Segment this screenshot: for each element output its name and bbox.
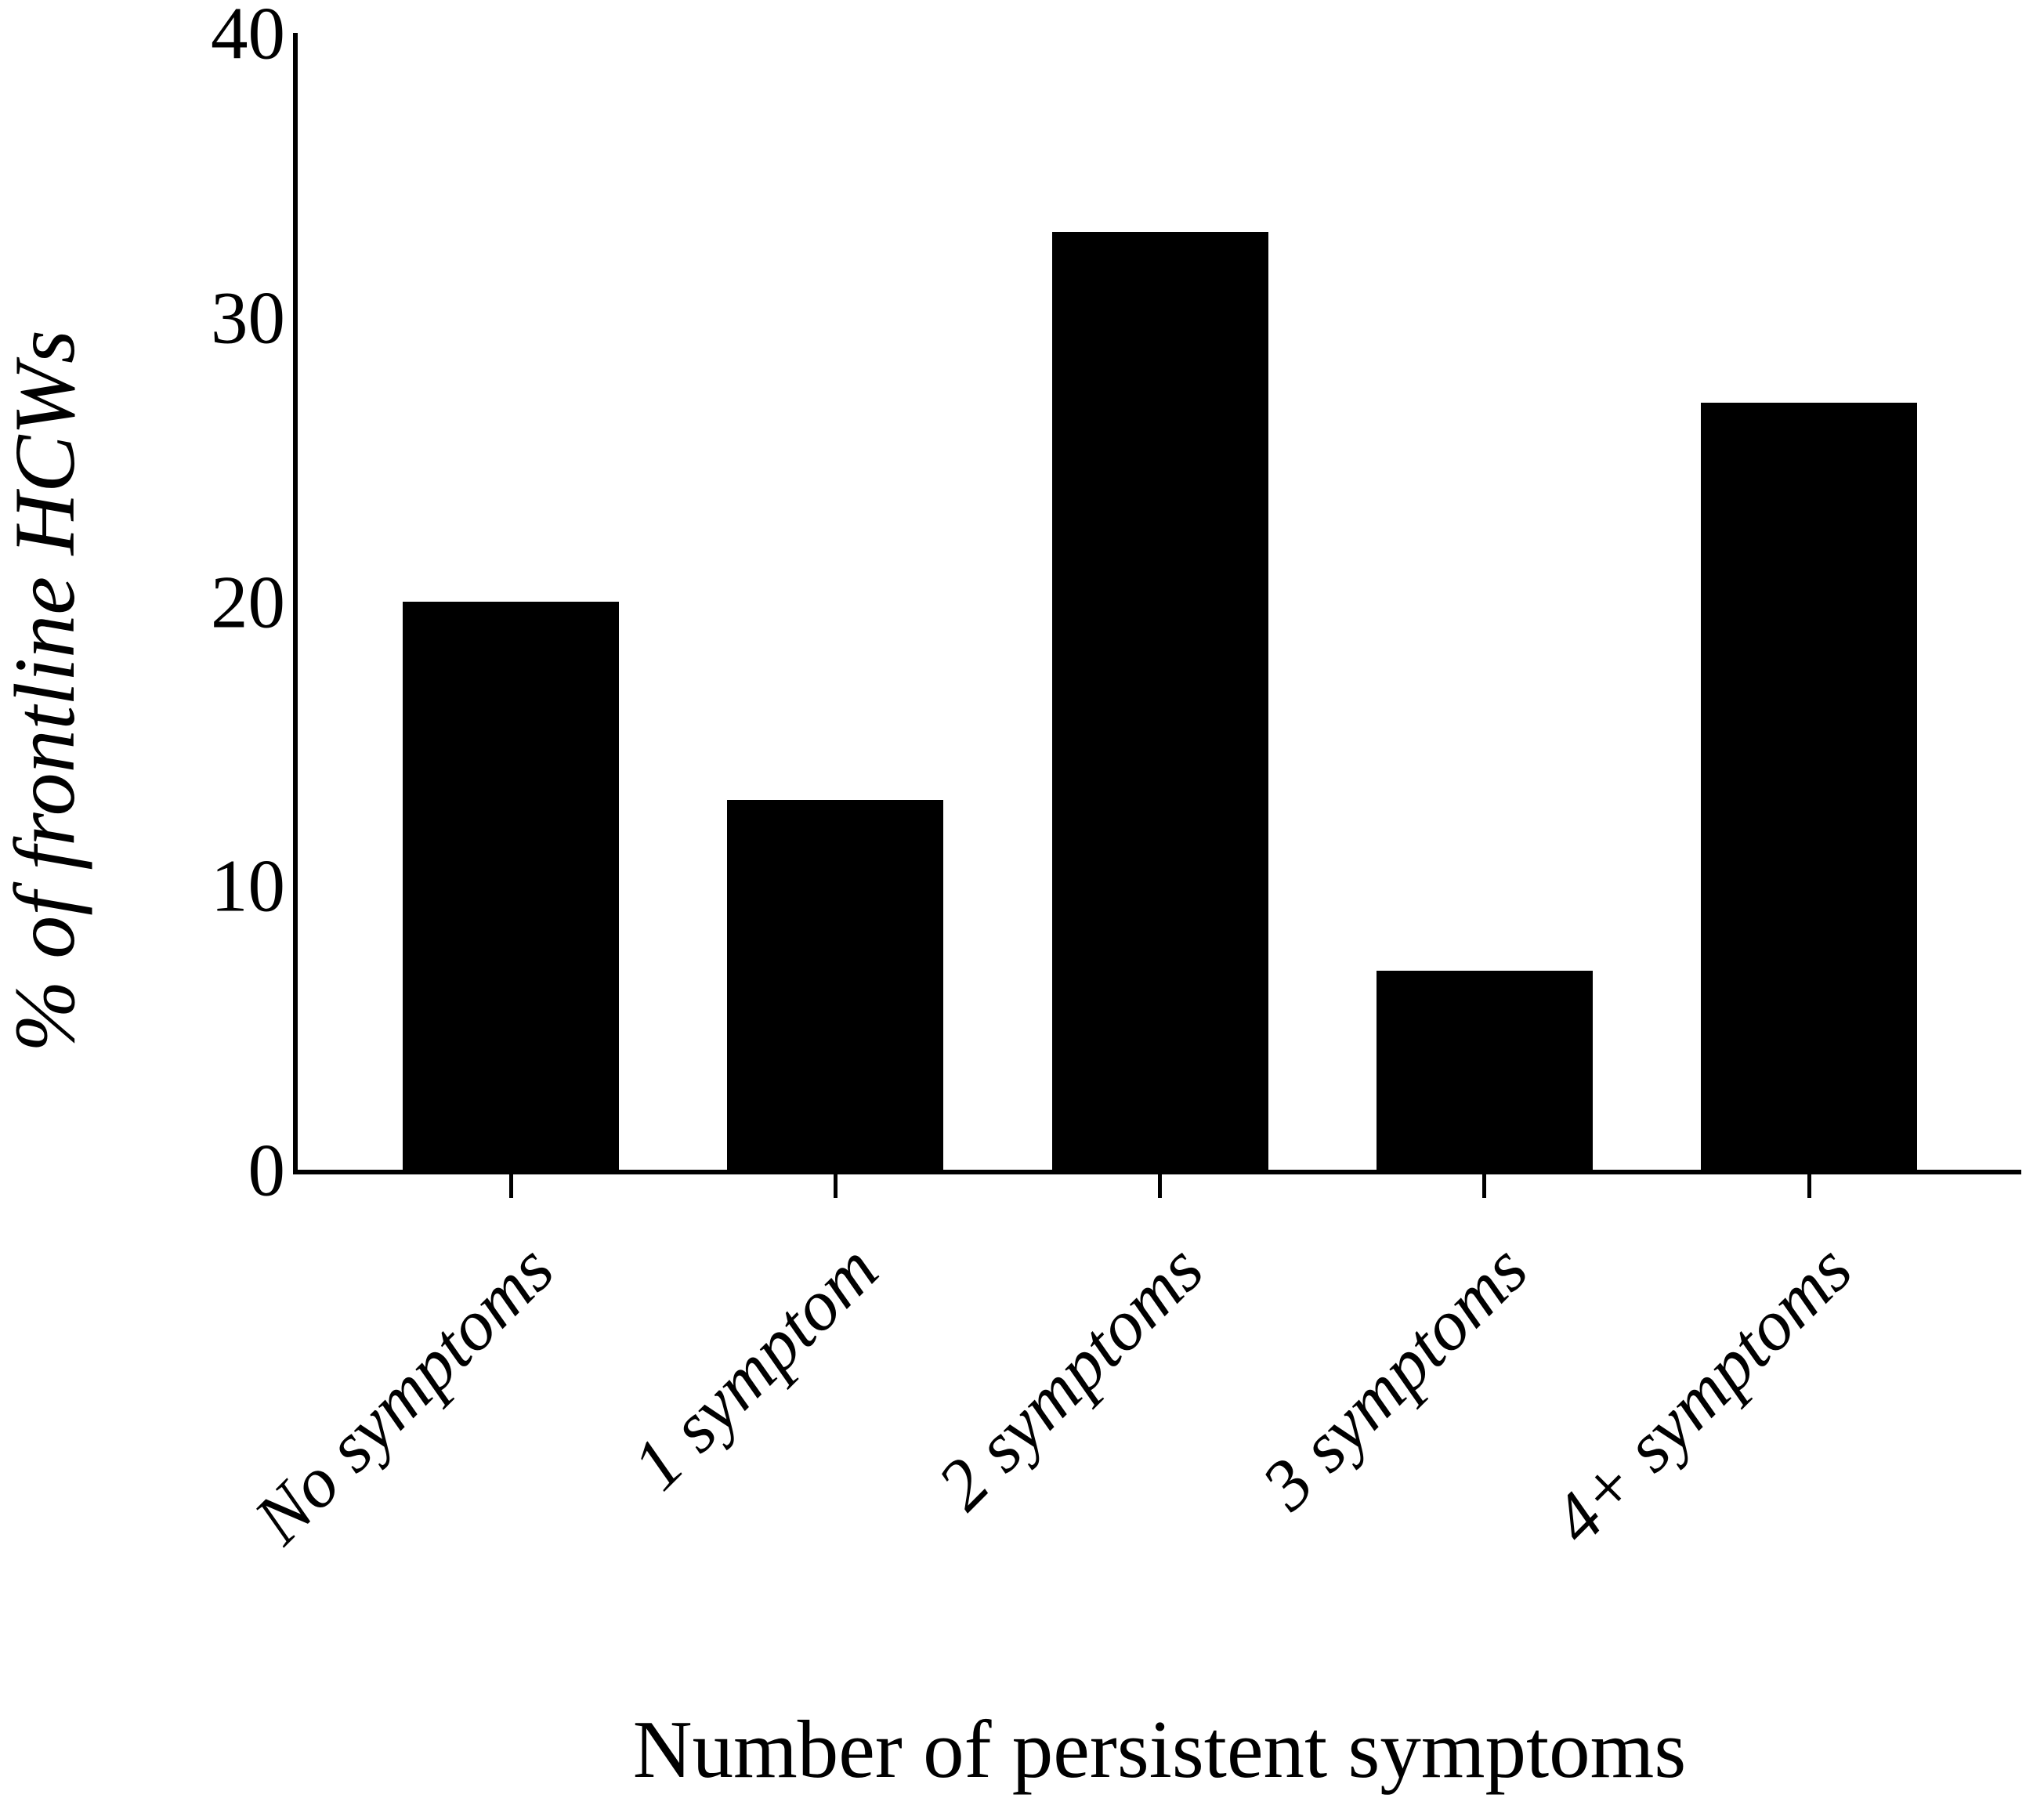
- y-axis-tick-label: 10: [211, 844, 285, 928]
- bar: [1701, 402, 1917, 1170]
- y-axis-tick-label: 40: [211, 0, 285, 75]
- x-axis-spine: [293, 1170, 2021, 1174]
- y-axis-title: % of frontline HCWs: [0, 330, 92, 1052]
- y-axis-tick-label: 20: [211, 560, 285, 644]
- x-axis-tick-mark: [833, 1174, 837, 1198]
- x-axis-tick-mark: [1482, 1174, 1487, 1198]
- y-axis-tick-label: 0: [248, 1128, 286, 1212]
- bar: [727, 800, 944, 1170]
- bar: [403, 601, 619, 1170]
- x-axis-tick-mark: [1807, 1174, 1811, 1198]
- x-axis-tick-mark: [1158, 1174, 1162, 1198]
- x-axis-title: Number of persistent symptoms: [632, 1703, 1687, 1795]
- bar: [1376, 971, 1593, 1170]
- bar: [1051, 231, 1268, 1170]
- x-axis-tick-mark: [508, 1174, 513, 1198]
- y-axis-tick-label: 30: [211, 276, 285, 360]
- y-axis-spine: [293, 33, 298, 1174]
